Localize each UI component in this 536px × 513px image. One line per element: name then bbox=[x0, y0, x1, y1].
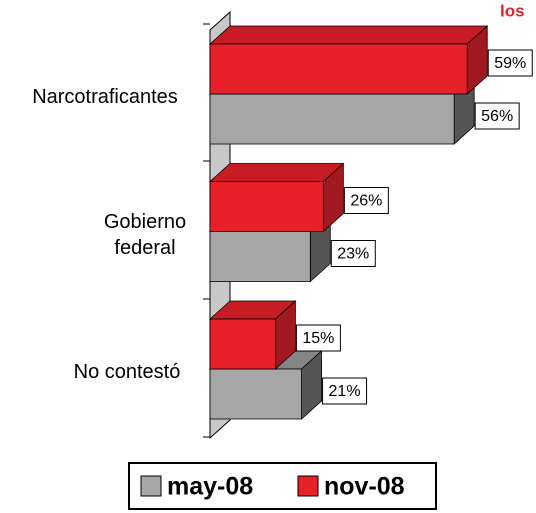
legend-swatch bbox=[140, 475, 162, 497]
bar-front bbox=[209, 368, 302, 420]
category-label: Narcotraficantes bbox=[32, 86, 178, 108]
bar bbox=[208, 162, 345, 233]
value-label-box bbox=[330, 240, 376, 267]
bar bbox=[208, 25, 489, 95]
category-label: No contestó bbox=[73, 361, 181, 383]
bar-front bbox=[209, 93, 455, 145]
value-label: 15% bbox=[302, 330, 334, 347]
bar-top bbox=[208, 163, 345, 182]
legend-label: may-08 bbox=[167, 473, 253, 501]
legend-label: nov-08 bbox=[324, 473, 405, 501]
bar-top bbox=[208, 25, 489, 45]
chart-title: los bbox=[500, 1, 525, 20]
bar-front bbox=[209, 43, 468, 95]
value-label: 21% bbox=[329, 383, 361, 400]
value-label: 56% bbox=[481, 108, 513, 125]
bar-front bbox=[209, 181, 324, 232]
category-label: Gobierno federal bbox=[103, 210, 187, 259]
value-label: 59% bbox=[494, 55, 526, 72]
bar bbox=[208, 300, 297, 370]
value-label: 23% bbox=[337, 246, 369, 263]
value-label-box bbox=[343, 187, 389, 214]
value-label-box bbox=[295, 324, 341, 352]
bar-front bbox=[209, 318, 276, 370]
value-label: 26% bbox=[350, 193, 382, 210]
bar-front bbox=[209, 231, 311, 282]
legend-box bbox=[128, 462, 437, 510]
legend-swatch bbox=[297, 475, 319, 497]
value-label-box bbox=[487, 49, 533, 77]
value-label-box bbox=[322, 377, 368, 405]
value-label-box bbox=[474, 102, 520, 130]
